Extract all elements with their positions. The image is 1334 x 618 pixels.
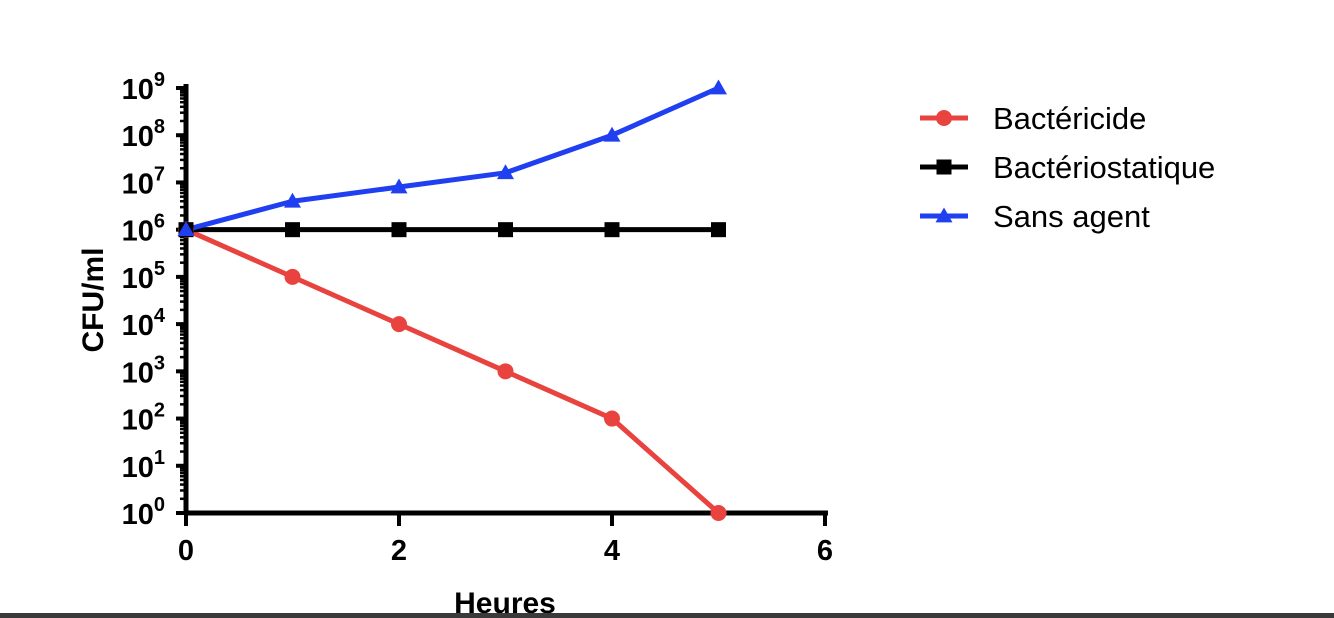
data-point	[498, 222, 513, 238]
legend-marker	[936, 110, 952, 126]
x-tick-label: 2	[391, 535, 407, 567]
y-tick-base: 10	[122, 452, 154, 484]
y-tick-exponent: 4	[154, 305, 166, 327]
y-tick-exponent: 8	[154, 116, 165, 138]
legend-item: Bactéricide	[920, 101, 1146, 136]
x-tick-labels: 0 2 4 6	[178, 535, 833, 567]
x-tick-label: 4	[604, 535, 620, 567]
data-point	[391, 316, 407, 333]
y-tick-exponent: 0	[154, 494, 165, 516]
y-tick-exponent: 6	[154, 211, 165, 233]
y-tick-exponent: 5	[154, 258, 165, 280]
y-tick-label: 106	[122, 211, 165, 248]
y-tick-exponent: 1	[154, 447, 165, 469]
data-point	[391, 222, 407, 238]
x-tick-label: 6	[817, 535, 833, 567]
y-tick-label: 108	[122, 116, 165, 153]
y-tick-exponent: 7	[154, 163, 165, 185]
y-tick-exponent: 2	[154, 400, 165, 422]
legend-label: Sans agent	[993, 199, 1150, 234]
data-point	[604, 222, 620, 238]
y-tick-base: 10	[122, 263, 154, 295]
legend: Bactéricide Bactériostatique Sans agent	[920, 101, 1215, 234]
series-lines	[183, 85, 721, 516]
y-tick-label: 103	[122, 352, 165, 389]
data-point	[603, 126, 621, 142]
y-tick-label: 105	[122, 258, 165, 295]
legend-item: Sans agent	[920, 199, 1150, 234]
x-tick-label: 0	[178, 535, 194, 567]
y-tick-label: 101	[122, 447, 165, 484]
data-point	[285, 222, 300, 238]
data-point	[497, 164, 514, 180]
y-tick-label: 109	[122, 69, 165, 106]
y-tick-label: 102	[122, 400, 165, 437]
data-point	[390, 178, 408, 194]
y-tick-label: 104	[122, 305, 166, 342]
series-line-1	[183, 227, 721, 516]
legend-label: Bactéricide	[993, 101, 1146, 136]
legend-marker	[936, 159, 952, 175]
y-tick-base: 10	[122, 168, 154, 200]
data-point	[710, 505, 727, 521]
y-tick-base: 10	[122, 405, 154, 437]
series-line-3	[183, 85, 721, 233]
data-point	[604, 410, 620, 427]
y-tick-exponent: 9	[154, 69, 165, 91]
data-point	[497, 363, 514, 380]
y-axis-label: CFU/ml	[77, 248, 110, 353]
legend-label: Bactériostatique	[993, 150, 1215, 185]
y-tick-exponent: 3	[154, 352, 165, 374]
y-tick-label: 107	[122, 163, 165, 200]
y-tick-base: 10	[122, 499, 154, 531]
data-point	[284, 192, 301, 208]
y-tick-base: 10	[122, 121, 154, 153]
y-tick-base: 10	[122, 74, 154, 106]
legend-item: Bactériostatique	[920, 150, 1215, 185]
series-markers	[177, 79, 727, 521]
y-tick-base: 10	[122, 310, 154, 342]
data-point	[284, 268, 301, 285]
data-point	[177, 221, 195, 237]
window-bottom-edge	[0, 613, 1334, 618]
y-tick-label: 100	[122, 494, 165, 531]
x-axis-label: Heures	[454, 587, 556, 618]
legend-marker	[935, 207, 953, 223]
y-tick-base: 10	[122, 357, 154, 389]
y-tick-base: 10	[122, 216, 154, 248]
data-point	[710, 79, 727, 95]
data-point	[711, 222, 726, 238]
